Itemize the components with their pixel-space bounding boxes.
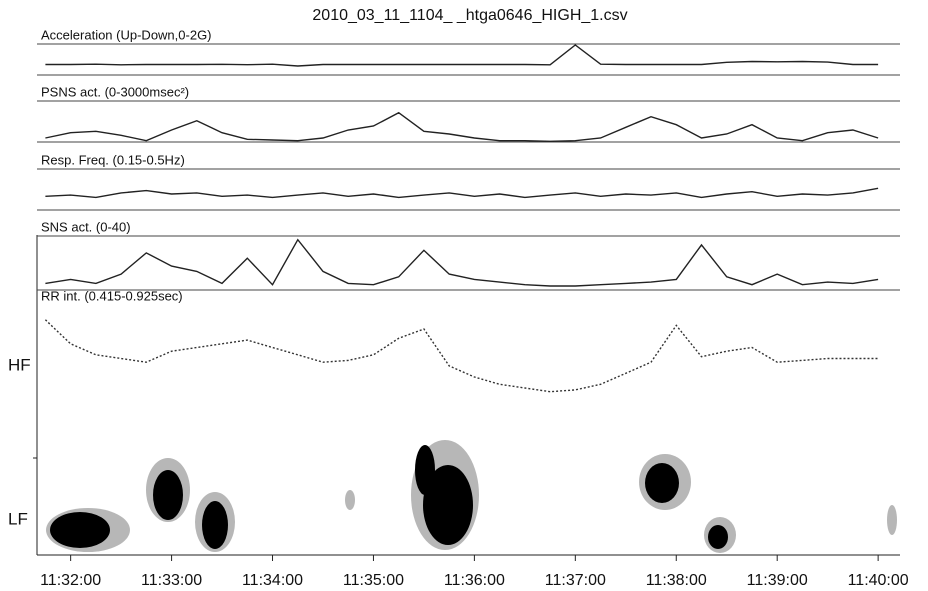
- hf-label: HF: [8, 355, 31, 374]
- series-label: Acceleration (Up-Down,0-2G): [41, 27, 212, 42]
- chart-title: 2010_03_11_1104_ _htga0646_HIGH_1.csv: [312, 7, 627, 24]
- series-line: [45, 44, 879, 67]
- series-label: RR int. (0.415-0.925sec): [41, 288, 183, 303]
- x-tick-label: 11:38:00: [646, 572, 707, 589]
- x-tick-label: 11:33:00: [141, 572, 202, 589]
- x-tick-label: 11:37:00: [545, 572, 606, 589]
- series-label: Resp. Freq. (0.15-0.5Hz): [41, 152, 185, 167]
- x-tick-label: 11:34:00: [242, 572, 303, 589]
- lf-label: LF: [8, 509, 28, 528]
- series-line: [45, 238, 879, 287]
- series-label: SNS act. (0-40): [41, 219, 131, 234]
- series-line: [45, 187, 879, 199]
- x-tick-label: 11:32:00: [40, 572, 101, 589]
- spectrogram: HF LF: [8, 235, 897, 555]
- x-tick-label: 11:39:00: [747, 572, 808, 589]
- series-line: [45, 111, 879, 143]
- series-label: PSNS act. (0-3000msec²): [41, 84, 189, 99]
- series-line: [44, 319, 879, 393]
- x-tick-label: 11:40:00: [848, 572, 909, 589]
- spectrogram-core: [50, 445, 728, 549]
- x-tick-label: 11:35:00: [343, 572, 404, 589]
- x-tick-label: 11:36:00: [444, 572, 505, 589]
